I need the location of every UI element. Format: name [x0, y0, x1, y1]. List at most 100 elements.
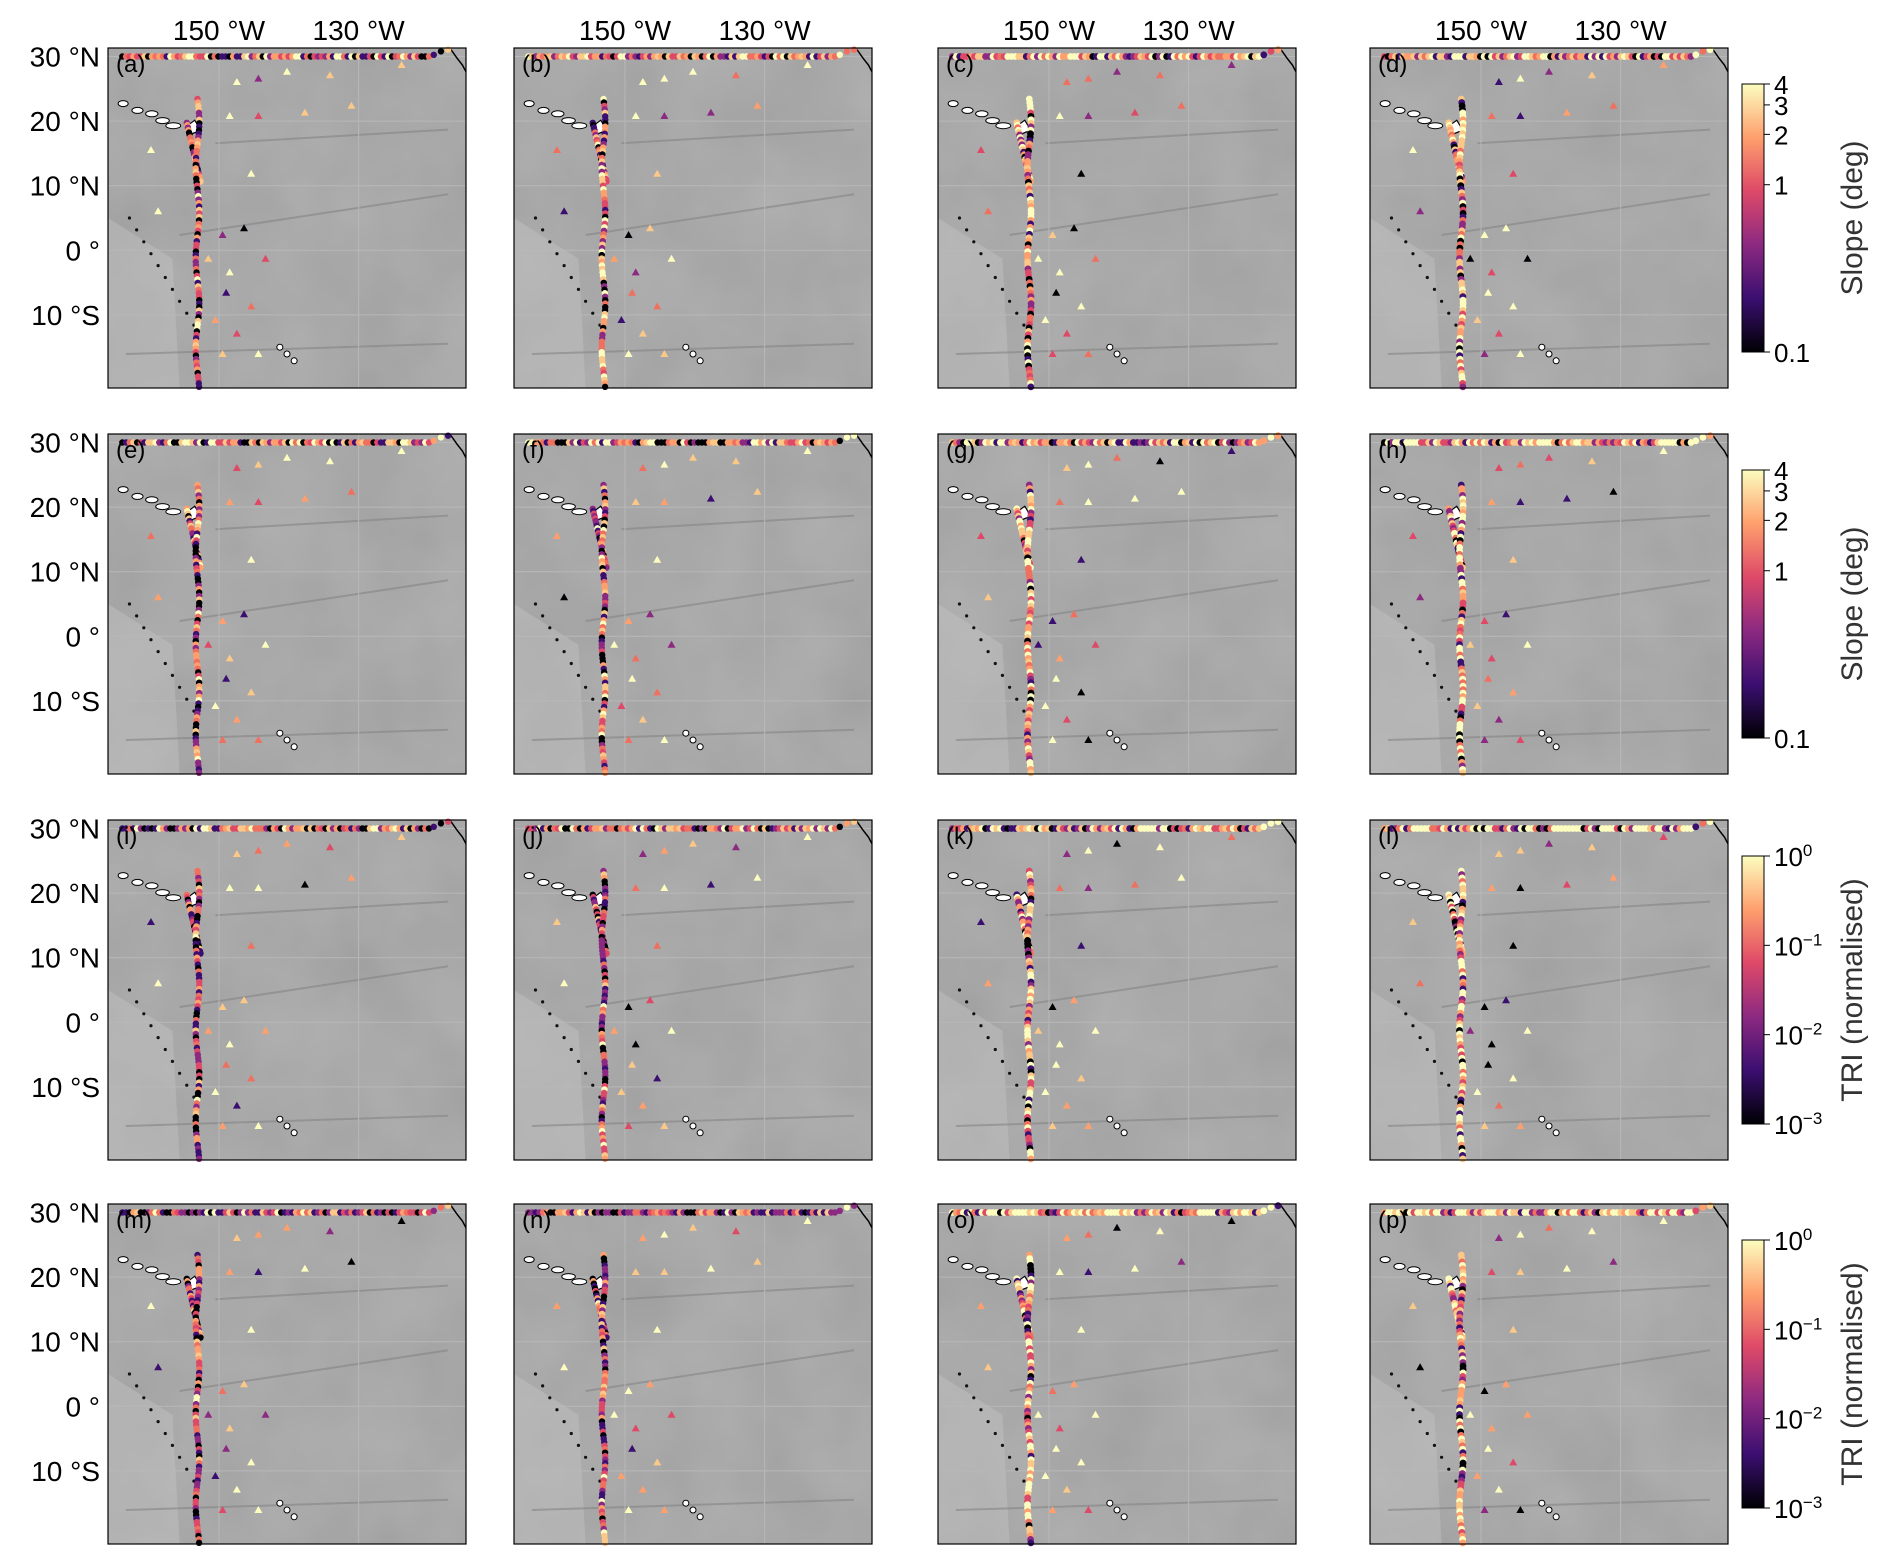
station-triangle	[653, 1458, 662, 1466]
station-triangle	[624, 1003, 633, 1010]
atoll	[1404, 240, 1408, 244]
station-triangle	[1509, 1458, 1518, 1466]
latitude-tick-label: 10 °N	[30, 943, 100, 974]
island	[1545, 350, 1553, 358]
station-triangle	[624, 231, 633, 238]
atoll	[178, 1455, 182, 1459]
station-triangle	[984, 207, 993, 215]
station-triangle	[225, 654, 234, 662]
coastline	[1279, 433, 1297, 459]
atoll	[979, 638, 983, 642]
island	[689, 350, 697, 358]
map-panel: (f)	[513, 432, 873, 777]
station-triangle	[1562, 880, 1571, 888]
island	[1120, 357, 1128, 365]
track-sample	[836, 823, 843, 830]
fracture-zone	[1441, 193, 1711, 236]
station-triangle	[1052, 288, 1061, 296]
fracture-zone	[1477, 128, 1711, 145]
station-triangle	[1077, 688, 1086, 696]
island	[165, 122, 182, 130]
station-triangle	[689, 1223, 697, 1231]
fracture-zone	[1009, 965, 1279, 1008]
atoll	[584, 1455, 588, 1459]
fracture-zone	[125, 1114, 449, 1127]
atoll	[541, 228, 545, 232]
atoll	[591, 697, 595, 701]
island	[117, 1256, 129, 1264]
seamount-region	[938, 604, 1010, 774]
island	[975, 882, 989, 890]
station-triangle	[300, 494, 309, 502]
island	[975, 496, 989, 504]
island	[145, 496, 159, 504]
island	[1393, 106, 1406, 114]
station-triangle	[1070, 996, 1079, 1004]
fracture-zone	[955, 342, 1279, 355]
station-triangle	[1516, 884, 1525, 891]
latitude-tick-label: 0 °	[65, 235, 100, 266]
seamount-region	[1370, 218, 1442, 388]
station-triangle	[1034, 254, 1043, 262]
station-triangle	[247, 302, 256, 310]
station-triangle	[1034, 1410, 1043, 1418]
track-sample	[1027, 769, 1035, 777]
track-sample	[843, 48, 851, 55]
island	[1120, 1513, 1128, 1521]
station-triangle	[653, 169, 662, 177]
station-triangle	[1484, 674, 1493, 682]
coastline	[449, 433, 467, 459]
atoll	[979, 1408, 983, 1412]
colorbar-tick-label: 10−1	[1774, 1314, 1822, 1345]
station-triangle	[204, 1410, 213, 1418]
track-sample	[1459, 1155, 1467, 1163]
track-sample	[836, 437, 843, 444]
station-triangle	[667, 254, 676, 262]
colorbar-gradient	[1741, 83, 1765, 353]
coastline	[855, 819, 873, 845]
station-triangle	[1509, 1074, 1518, 1082]
colorbar-tick-label: 4	[1774, 70, 1788, 100]
colorbar-tick-label: 2	[1774, 120, 1788, 150]
colorbar-tick-label: 100	[1774, 841, 1812, 872]
station-triangle	[638, 715, 647, 723]
latitude-tick-label: 10 °S	[31, 686, 100, 717]
island	[1379, 486, 1391, 494]
seamount-region	[938, 218, 1010, 388]
station-triangle	[1048, 1122, 1057, 1129]
station-triangle	[617, 1472, 626, 1479]
atoll	[584, 299, 588, 303]
atoll	[156, 264, 160, 268]
island	[165, 1278, 182, 1286]
latitude-tick-label: 30 °N	[30, 42, 100, 73]
station-triangle	[1055, 654, 1064, 662]
station-triangle	[1041, 702, 1050, 709]
colorbar-tick-label: 3	[1774, 91, 1788, 121]
track-sample	[437, 820, 445, 827]
panel-frame	[937, 47, 1297, 389]
island	[290, 357, 298, 365]
station-triangle	[1484, 1060, 1493, 1068]
atoll	[1022, 323, 1026, 327]
fracture-zone	[621, 1284, 855, 1301]
atoll	[149, 1408, 153, 1412]
station-triangle	[225, 884, 234, 891]
island	[1545, 1122, 1553, 1130]
atoll	[957, 1372, 962, 1376]
island	[155, 117, 170, 125]
map-panel: (k)	[937, 818, 1297, 1163]
station-triangle	[325, 1227, 334, 1235]
coastline	[1711, 47, 1729, 73]
island	[1538, 1115, 1546, 1123]
coastline	[855, 1203, 873, 1229]
station-triangle	[1113, 67, 1121, 75]
track-sample	[430, 823, 437, 830]
station-triangle	[154, 207, 163, 215]
atoll	[1015, 697, 1019, 701]
station-triangle	[1041, 316, 1050, 323]
station-triangle	[204, 640, 213, 648]
seamount-region	[938, 1374, 1010, 1544]
station-triangle	[247, 1074, 256, 1082]
track-sample	[195, 383, 203, 391]
